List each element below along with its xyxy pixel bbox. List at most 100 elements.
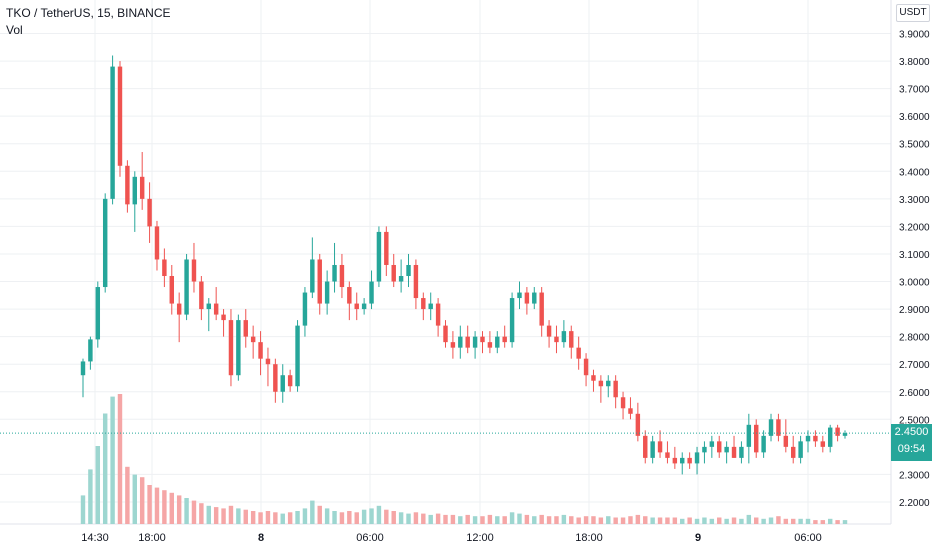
volume-bar — [598, 517, 604, 524]
time-tick-label: 14:30 — [81, 532, 109, 544]
candle-body — [458, 336, 463, 348]
volume-bar — [487, 514, 493, 524]
price-tick-label: 3.3000 — [899, 195, 930, 206]
volume-bar — [324, 508, 330, 524]
candle-body — [768, 419, 774, 436]
volume-bar — [546, 516, 552, 524]
candle-body — [295, 325, 300, 387]
candle-body — [532, 292, 537, 304]
candle-body — [517, 292, 522, 299]
volume-bar — [191, 500, 197, 524]
candle-body — [569, 331, 574, 348]
candle-body — [709, 441, 715, 447]
volume-bar — [265, 511, 271, 524]
volume-bar — [635, 514, 641, 524]
candle-body — [591, 375, 596, 381]
price-axis[interactable]: 3.9000 3.8000 3.7000 3.6000 3.5000 3.4000 3.30… — [899, 30, 930, 509]
candle-body — [495, 336, 500, 348]
volume-bar — [665, 517, 670, 524]
currency-button[interactable]: USDT — [896, 4, 930, 22]
candle-body — [176, 303, 182, 315]
candle-body — [672, 457, 678, 464]
candle-body — [169, 276, 174, 304]
candle-body — [310, 259, 315, 293]
volume-bar — [398, 512, 404, 524]
candle-body — [835, 427, 840, 436]
candle-body — [265, 358, 271, 365]
volume-bar — [317, 505, 322, 524]
candle-body — [539, 292, 544, 326]
volume-bar — [761, 518, 766, 524]
time-tick-label: 12:00 — [466, 532, 494, 544]
volume-bar — [613, 517, 618, 524]
volume-bar — [361, 509, 367, 524]
last-price-label: 2.4500 09:54 — [891, 424, 932, 462]
volume-bar — [827, 518, 833, 524]
candle-body — [95, 287, 101, 340]
volume-bar — [132, 474, 138, 524]
candle-body — [361, 303, 367, 310]
time-tick-label: 9 — [695, 532, 701, 544]
candle-body — [487, 342, 493, 348]
candle-body — [199, 281, 204, 310]
time-tick-label: 18:00 — [575, 532, 603, 544]
volume-bars — [80, 394, 848, 524]
candle-body — [206, 303, 211, 310]
candle-body — [687, 457, 692, 464]
candle-body — [524, 292, 530, 304]
volume-bar — [384, 509, 389, 524]
time-tick-label: 8 — [258, 532, 264, 544]
candle-body — [702, 446, 707, 453]
volume-bar — [754, 517, 759, 524]
volume-bar — [206, 505, 211, 524]
volume-legend[interactable]: Vol — [6, 23, 23, 37]
volume-bar — [539, 514, 544, 524]
price-tick-label: 2.3000 — [899, 470, 930, 481]
candle-body — [347, 287, 352, 304]
price-tick-label: 3.1000 — [899, 250, 930, 261]
volume-bar — [228, 505, 234, 524]
time-axis[interactable]: 14:30 18:00 8 06:00 12:00 18:00 9 06:00 — [81, 532, 822, 544]
volume-bar — [250, 511, 256, 524]
volume-bar — [339, 512, 345, 524]
volume-bar — [169, 492, 174, 524]
candle-body — [102, 198, 108, 288]
volume-bar — [643, 516, 648, 524]
candle-body — [509, 298, 515, 343]
volume-bar — [495, 516, 500, 524]
volume-bar — [147, 485, 152, 524]
volume-bar — [162, 490, 167, 524]
price-tick-label: 3.7000 — [899, 85, 930, 96]
candle-body — [842, 433, 848, 436]
candle-body — [790, 446, 796, 458]
candle-body — [339, 264, 345, 288]
volume-bar — [746, 514, 752, 524]
candle-body — [162, 259, 167, 277]
volume-bar — [199, 503, 204, 524]
price-tick-label: 3.6000 — [899, 112, 930, 123]
volume-bar — [813, 520, 818, 524]
volume-bar — [221, 508, 226, 524]
volume-bar — [517, 513, 522, 524]
candle-body — [280, 375, 285, 392]
candle-body — [213, 303, 219, 315]
volume-bar — [450, 514, 456, 524]
volume-bar — [680, 518, 685, 524]
candle-body — [117, 66, 123, 166]
candle-body — [154, 226, 160, 260]
volume-bar — [820, 520, 826, 524]
candles — [80, 55, 848, 475]
volume-bar — [117, 394, 123, 524]
price-tick-label: 3.5000 — [899, 140, 930, 151]
volume-bar — [465, 514, 470, 524]
volume-bar — [776, 516, 781, 524]
volume-bar — [576, 517, 581, 524]
volume-bar — [184, 498, 189, 524]
volume-bar — [110, 396, 115, 524]
volume-bar — [798, 518, 803, 524]
volume-bar — [532, 516, 537, 524]
candle-body — [805, 435, 811, 442]
symbol-legend[interactable]: TKO / TetherUS, 15, BINANCE — [6, 6, 171, 20]
volume-bar — [435, 513, 441, 524]
